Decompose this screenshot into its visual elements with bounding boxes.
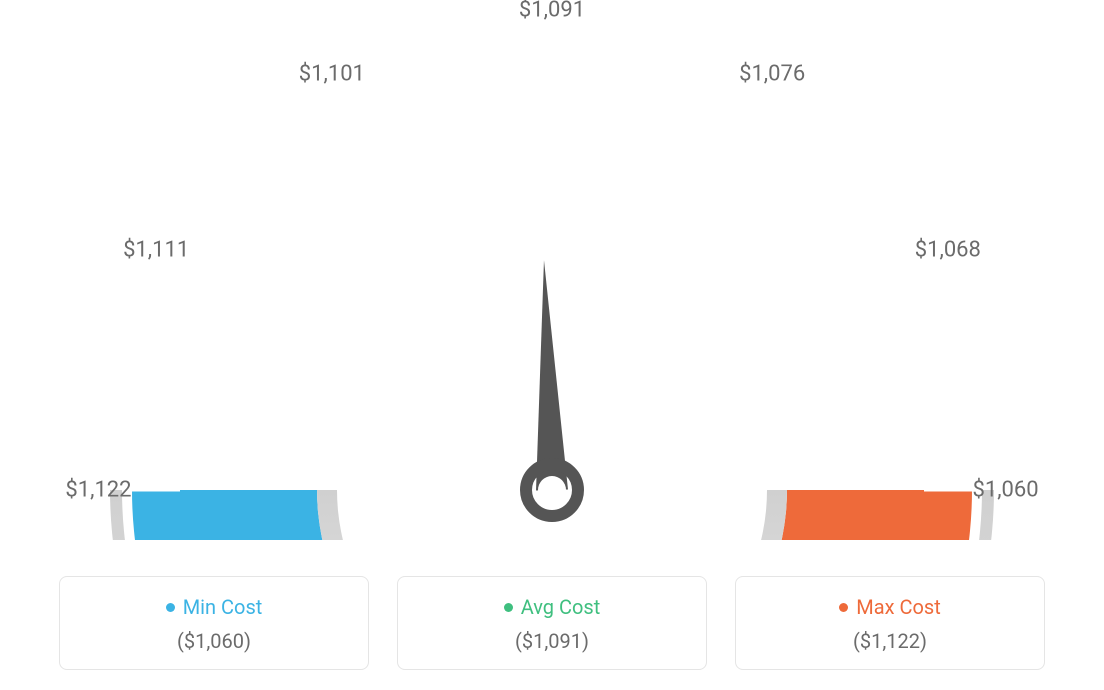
legend-dot-icon — [839, 603, 848, 612]
gauge-tick-label: $1,101 — [299, 62, 365, 87]
legend-label: Max Cost — [856, 595, 941, 619]
legend-card: Min Cost ($1,060) — [59, 576, 369, 670]
gauge-tick-label: $1,111 — [123, 238, 189, 263]
legend-label: Min Cost — [183, 595, 263, 619]
legend-title: Avg Cost — [504, 595, 601, 619]
gauge-svg — [52, 20, 1052, 540]
legend-title: Min Cost — [166, 595, 263, 619]
legend-card: Avg Cost ($1,091) — [397, 576, 707, 670]
legend-card: Max Cost ($1,122) — [735, 576, 1045, 670]
legend-dot-icon — [504, 603, 513, 612]
legend-dot-icon — [166, 603, 175, 612]
gauge-tick-label: $1,122 — [65, 478, 131, 503]
legend-label: Avg Cost — [521, 595, 601, 619]
legend-value: ($1,122) — [746, 629, 1034, 653]
gauge-tick-label: $1,091 — [519, 0, 585, 23]
legend-value: ($1,091) — [408, 629, 696, 653]
legend-value: ($1,060) — [70, 629, 358, 653]
gauge-chart: $1,060 $1,068 $1,076 $1,091 $1,101 $1,111 $1,1… — [0, 0, 1104, 540]
legend-row: Min Cost ($1,060) Avg Cost ($1,091) Max Cost… — [59, 576, 1045, 670]
gauge-tick-label: $1,060 — [972, 478, 1038, 503]
gauge-tick-label: $1,068 — [915, 238, 981, 263]
legend-title: Max Cost — [839, 595, 941, 619]
gauge-tick-label: $1,076 — [739, 62, 805, 87]
